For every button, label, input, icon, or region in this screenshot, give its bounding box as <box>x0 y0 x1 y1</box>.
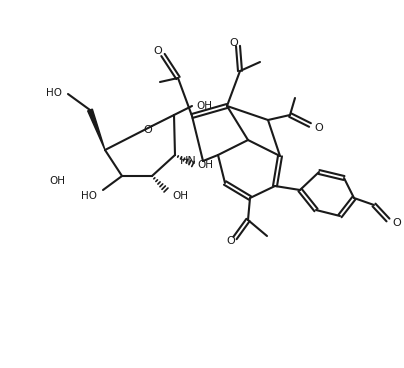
Polygon shape <box>88 109 105 150</box>
Text: OH: OH <box>172 191 188 201</box>
Text: O: O <box>144 125 152 135</box>
Text: OH: OH <box>196 101 212 111</box>
Text: O: O <box>227 236 236 246</box>
Text: HO: HO <box>46 88 62 98</box>
Text: O: O <box>154 46 162 56</box>
Text: OH: OH <box>197 160 213 170</box>
Text: OH: OH <box>49 176 65 186</box>
Text: HN: HN <box>180 156 197 166</box>
Text: O: O <box>229 38 238 48</box>
Text: O: O <box>392 218 401 228</box>
Text: HO: HO <box>81 191 97 201</box>
Text: O: O <box>314 123 323 133</box>
